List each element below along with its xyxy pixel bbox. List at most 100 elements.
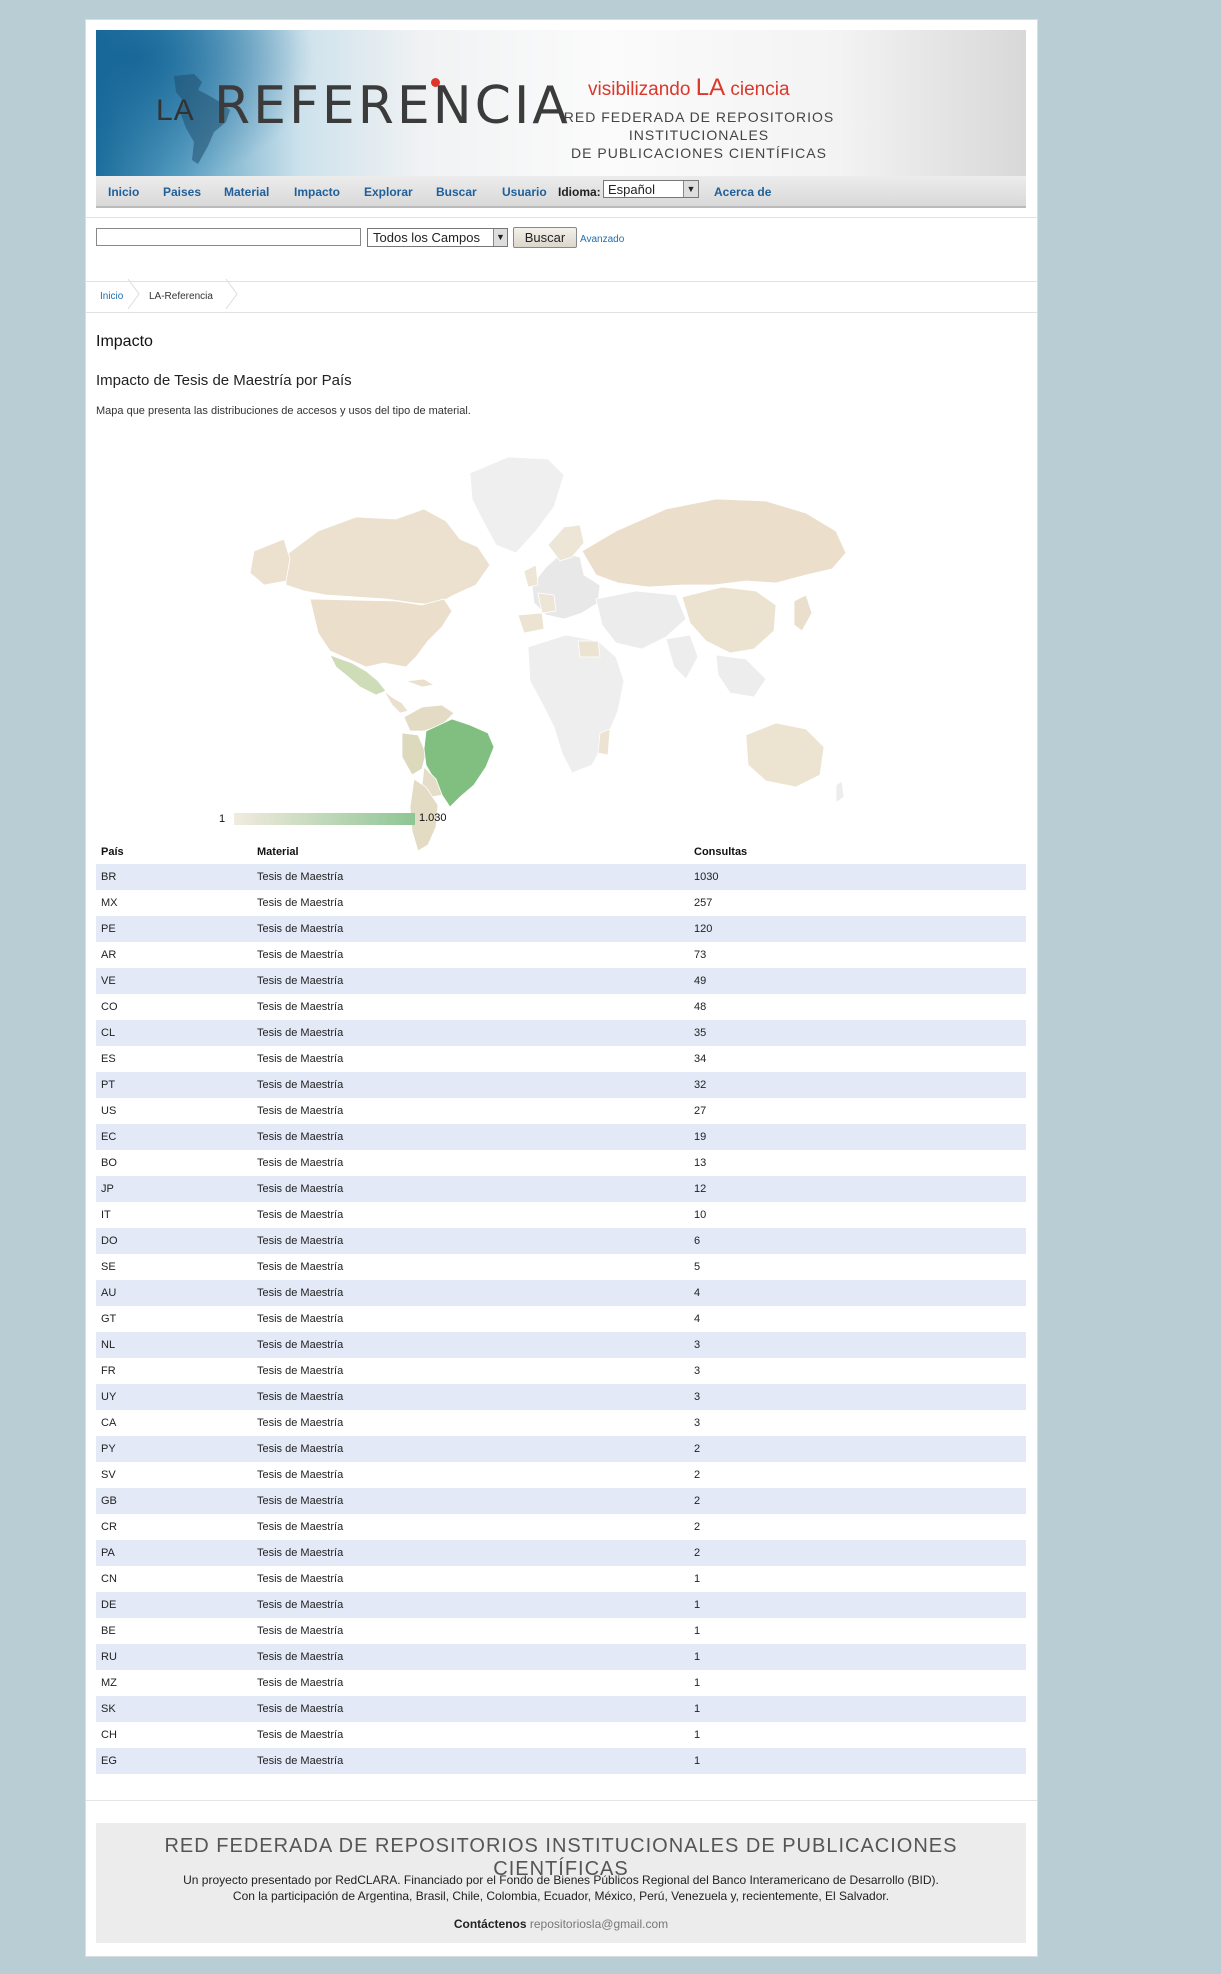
footer-contact: Contáctenos repositoriosla@gmail.com bbox=[96, 1917, 1026, 1931]
contact-email-link[interactable]: repositoriosla@gmail.com bbox=[529, 1917, 669, 1931]
search-button[interactable]: Buscar bbox=[513, 227, 577, 248]
cell-consultas: 19 bbox=[689, 1124, 1026, 1150]
cell-material: Tesis de Maestría bbox=[252, 1644, 689, 1670]
table-row: PA Tesis de Maestría 2 bbox=[96, 1540, 1026, 1566]
cell-consultas: 3 bbox=[694, 1417, 701, 1429]
cell-consultas: 257 bbox=[694, 897, 713, 909]
map-country-nz bbox=[835, 780, 845, 804]
map-country-cn bbox=[681, 586, 777, 654]
cell-material: Tesis de Maestría bbox=[257, 1469, 344, 1481]
cell-consultas: 13 bbox=[694, 1157, 707, 1169]
table-row: BR Tesis de Maestría 1030 bbox=[96, 864, 1026, 890]
map-country-se-asia bbox=[715, 654, 767, 698]
cell-consultas: 2 bbox=[689, 1436, 1026, 1462]
table-row: AR Tesis de Maestría 73 bbox=[96, 942, 1026, 968]
cell-pais: PE bbox=[96, 916, 252, 942]
cell-pais: AU bbox=[96, 1280, 252, 1306]
cell-pais: FR bbox=[101, 1365, 116, 1377]
world-map[interactable] bbox=[246, 435, 986, 855]
cell-consultas: 73 bbox=[694, 949, 707, 961]
cell-material: Tesis de Maestría bbox=[257, 1729, 344, 1741]
cell-pais: US bbox=[101, 1105, 117, 1117]
map-country-es-pt bbox=[517, 612, 545, 634]
map-country-greenland bbox=[469, 456, 565, 554]
cell-consultas: 2 bbox=[694, 1521, 701, 1533]
nav-buscar[interactable]: Buscar bbox=[436, 185, 477, 199]
table-row: VE Tesis de Maestría 49 bbox=[96, 968, 1026, 994]
cell-material: Tesis de Maestría bbox=[257, 1001, 344, 1013]
cell-consultas: 48 bbox=[694, 1001, 707, 1013]
logo-main: REFERENCIA bbox=[214, 76, 571, 136]
cell-consultas: 1 bbox=[694, 1625, 701, 1637]
divider bbox=[86, 1800, 1037, 1801]
cell-consultas: 1 bbox=[694, 1677, 701, 1689]
search-field-select[interactable]: Todos los Campos ▼ bbox=[367, 228, 508, 247]
table-row: PE Tesis de Maestría 120 bbox=[96, 916, 1026, 942]
search-input[interactable] bbox=[96, 228, 361, 246]
nav-material[interactable]: Material bbox=[224, 185, 270, 199]
table-body: BR Tesis de Maestría 1030 MX Tesis de Maestr… bbox=[96, 864, 1026, 1774]
language-select[interactable]: Español ▼ bbox=[603, 180, 699, 198]
cell-material: Tesis de Maestría bbox=[252, 1696, 689, 1722]
nav-usuario[interactable]: Usuario bbox=[502, 185, 547, 199]
cell-material: Tesis de Maestría bbox=[252, 1332, 689, 1358]
cell-material: Tesis de Maestría bbox=[257, 897, 344, 909]
cell-pais: CR bbox=[101, 1521, 117, 1533]
impact-table: País Material Consultas BR Tesis de Maest… bbox=[96, 840, 1026, 1774]
breadcrumb-home[interactable]: Inicio bbox=[100, 291, 124, 302]
cell-consultas: 1 bbox=[689, 1592, 1026, 1618]
cell-pais: DE bbox=[96, 1592, 252, 1618]
table-row: ES Tesis de Maestría 34 bbox=[96, 1046, 1026, 1072]
advanced-search-link[interactable]: Avanzado bbox=[580, 234, 625, 245]
chevron-down-icon: ▼ bbox=[683, 181, 698, 197]
table-row: SK Tesis de Maestría 1 bbox=[96, 1696, 1026, 1722]
map-country-middle-east bbox=[595, 590, 687, 650]
cell-material: Tesis de Maestría bbox=[252, 1176, 689, 1202]
map-country-ca bbox=[285, 508, 491, 606]
table-row: BE Tesis de Maestría 1 bbox=[96, 1618, 1026, 1644]
cell-consultas: 4 bbox=[694, 1313, 701, 1325]
table-row: IT Tesis de Maestría 10 bbox=[96, 1202, 1026, 1228]
cell-pais: PA bbox=[96, 1540, 252, 1566]
cell-consultas: 12 bbox=[689, 1176, 1026, 1202]
cell-material: Tesis de Maestría bbox=[252, 1592, 689, 1618]
nav-impacto[interactable]: Impacto bbox=[294, 185, 341, 199]
cell-material: Tesis de Maestría bbox=[257, 949, 344, 961]
legend-max-label: 1.030 bbox=[419, 812, 447, 824]
nav-paises[interactable]: Paises bbox=[163, 185, 202, 199]
logo-prefix: LA bbox=[156, 94, 195, 127]
cell-pais: EC bbox=[96, 1124, 252, 1150]
logo-dot-icon bbox=[431, 78, 440, 87]
cell-consultas: 1 bbox=[689, 1644, 1026, 1670]
map-country-caribbean bbox=[405, 678, 436, 688]
cell-pais: CL bbox=[96, 1020, 252, 1046]
nav-inicio[interactable]: Inicio bbox=[108, 185, 140, 199]
column-header-consultas: Consultas bbox=[694, 846, 748, 858]
cell-material: Tesis de Maestría bbox=[257, 1157, 344, 1169]
breadcrumb-separator-icon bbox=[225, 279, 238, 309]
table-row: GT Tesis de Maestría 4 bbox=[96, 1306, 1026, 1332]
nav-explorar[interactable]: Explorar bbox=[364, 185, 413, 199]
cell-pais: BR bbox=[96, 864, 252, 890]
table-row: CN Tesis de Maestría 1 bbox=[96, 1566, 1026, 1592]
language-label: Idioma: bbox=[558, 185, 601, 199]
table-row: RU Tesis de Maestría 1 bbox=[96, 1644, 1026, 1670]
cell-pais: GB bbox=[96, 1488, 252, 1514]
cell-material: Tesis de Maestría bbox=[257, 1261, 344, 1273]
cell-pais: UY bbox=[96, 1384, 252, 1410]
table-row: CL Tesis de Maestría 35 bbox=[96, 1020, 1026, 1046]
cell-pais: EG bbox=[96, 1748, 252, 1774]
cell-consultas: 2 bbox=[689, 1540, 1026, 1566]
page-title: Impacto bbox=[96, 333, 153, 350]
nav-acerca-de[interactable]: Acerca de bbox=[714, 185, 772, 199]
cell-material: Tesis de Maestría bbox=[257, 1417, 344, 1429]
legend-min-label: 1 bbox=[219, 813, 226, 825]
cell-consultas: 3 bbox=[694, 1365, 701, 1377]
cell-consultas: 2 bbox=[689, 1488, 1026, 1514]
cell-material: Tesis de Maestría bbox=[257, 1209, 344, 1221]
cell-material: Tesis de Maestría bbox=[257, 1625, 344, 1637]
map-country-india bbox=[665, 634, 699, 680]
map-country-jp bbox=[793, 594, 813, 632]
divider bbox=[86, 281, 1037, 282]
cell-pais: DO bbox=[96, 1228, 252, 1254]
